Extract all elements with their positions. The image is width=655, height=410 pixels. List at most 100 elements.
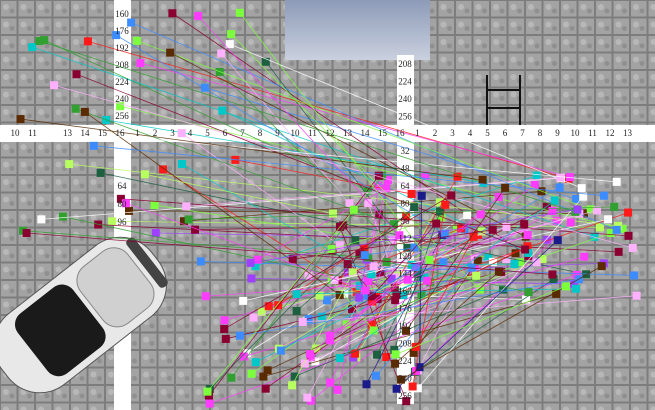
keypoint <box>168 9 176 17</box>
keypoint <box>511 260 519 268</box>
cell-label: 1 <box>135 128 140 138</box>
keypoint <box>108 217 116 225</box>
keypoint <box>197 257 205 265</box>
keypoint <box>477 210 485 218</box>
keypoint <box>344 260 352 268</box>
keypoint <box>501 184 509 192</box>
keypoint <box>166 49 174 57</box>
cell-label: 8 <box>258 128 263 138</box>
keypoint <box>578 184 586 192</box>
cell-label: 176 <box>398 304 412 314</box>
cell-label: 3 <box>450 128 455 138</box>
keypoint <box>141 170 149 178</box>
keypoint <box>293 290 301 298</box>
keypoint <box>551 197 559 205</box>
cell-label: 13 <box>63 128 73 138</box>
cell-label: 5 <box>485 128 490 138</box>
cell-label: 160 <box>115 9 129 19</box>
cell-label: 176 <box>115 26 129 36</box>
cell-label: 9 <box>275 128 280 138</box>
keypoint <box>463 211 471 219</box>
keypoint <box>334 386 342 394</box>
cell-label: 64 <box>401 181 411 191</box>
cell-label: 208 <box>115 60 129 70</box>
keypoint <box>423 277 431 285</box>
keypoint <box>133 37 141 45</box>
keypoint <box>65 160 73 168</box>
keypoint <box>220 325 228 333</box>
keypoint <box>598 262 606 270</box>
cell-label: 224 <box>115 77 129 87</box>
keypoint <box>610 203 618 211</box>
keypoint <box>521 245 529 253</box>
keypoint <box>615 248 623 256</box>
keypoint <box>236 332 244 340</box>
cell-label: 240 <box>398 374 412 384</box>
cell-label: 160 <box>398 286 412 296</box>
keypoint <box>291 372 299 380</box>
cell-label: 9 <box>555 128 560 138</box>
cell-label: 12 <box>606 128 615 138</box>
keypoint <box>362 286 370 294</box>
keypoint <box>533 172 541 180</box>
keypoint <box>520 220 528 228</box>
keypoint <box>151 201 159 209</box>
cell-label: 192 <box>115 43 129 53</box>
keypoint <box>159 165 167 173</box>
keypoint <box>90 142 98 150</box>
keypoint <box>288 381 296 389</box>
cell-label: 96 <box>401 216 411 226</box>
keypoint <box>383 258 391 266</box>
keypoint <box>136 59 144 67</box>
keypoint <box>556 183 564 191</box>
cell-label: 240 <box>115 94 129 104</box>
cell-label: 8 <box>538 128 543 138</box>
cell-label: 192 <box>398 321 412 331</box>
keypoint <box>236 9 244 17</box>
keypoint <box>432 220 440 228</box>
keypoint <box>418 192 426 200</box>
keypoint <box>364 277 372 285</box>
keypoint <box>329 210 337 218</box>
keypoint <box>562 282 570 290</box>
keypoint <box>412 343 420 351</box>
keypoint <box>316 292 324 300</box>
cell-label: 80 <box>401 199 411 209</box>
keypoint <box>629 244 637 252</box>
keypoint <box>351 350 359 358</box>
cell-label: 6 <box>223 128 228 138</box>
keypoint <box>206 400 214 408</box>
keypoint <box>35 37 43 45</box>
keypoint <box>185 215 193 223</box>
cell-label: 14 <box>81 128 91 138</box>
keypoint <box>441 201 449 209</box>
cell-label: 11 <box>28 128 37 138</box>
cell-label: 2 <box>433 128 438 138</box>
keypoint <box>306 350 314 358</box>
keypoint <box>248 370 256 378</box>
keypoint <box>613 226 621 234</box>
cell-label: 6 <box>503 128 508 138</box>
keypoint <box>217 49 225 57</box>
keypoint <box>293 307 301 315</box>
keypoint <box>479 176 487 184</box>
cell-label: 10 <box>11 128 21 138</box>
keypoint <box>409 382 417 390</box>
keypoint <box>336 354 344 362</box>
cell-label: 12 <box>326 128 335 138</box>
keypoint <box>50 81 58 89</box>
keypoint <box>59 213 67 221</box>
keypoint <box>81 108 89 116</box>
keypoint <box>265 302 273 310</box>
matching-visualization: 1601761922082242402562082242402561011131… <box>0 0 655 410</box>
keypoint <box>28 43 36 51</box>
keypoint <box>239 297 247 305</box>
keypoint <box>361 251 369 259</box>
keypoint <box>37 215 45 223</box>
keypoint <box>326 336 334 344</box>
cell-label: 10 <box>291 128 301 138</box>
keypoint <box>604 215 612 223</box>
keypoint <box>495 268 503 276</box>
keypoint <box>447 191 455 199</box>
keypoint <box>194 12 202 20</box>
